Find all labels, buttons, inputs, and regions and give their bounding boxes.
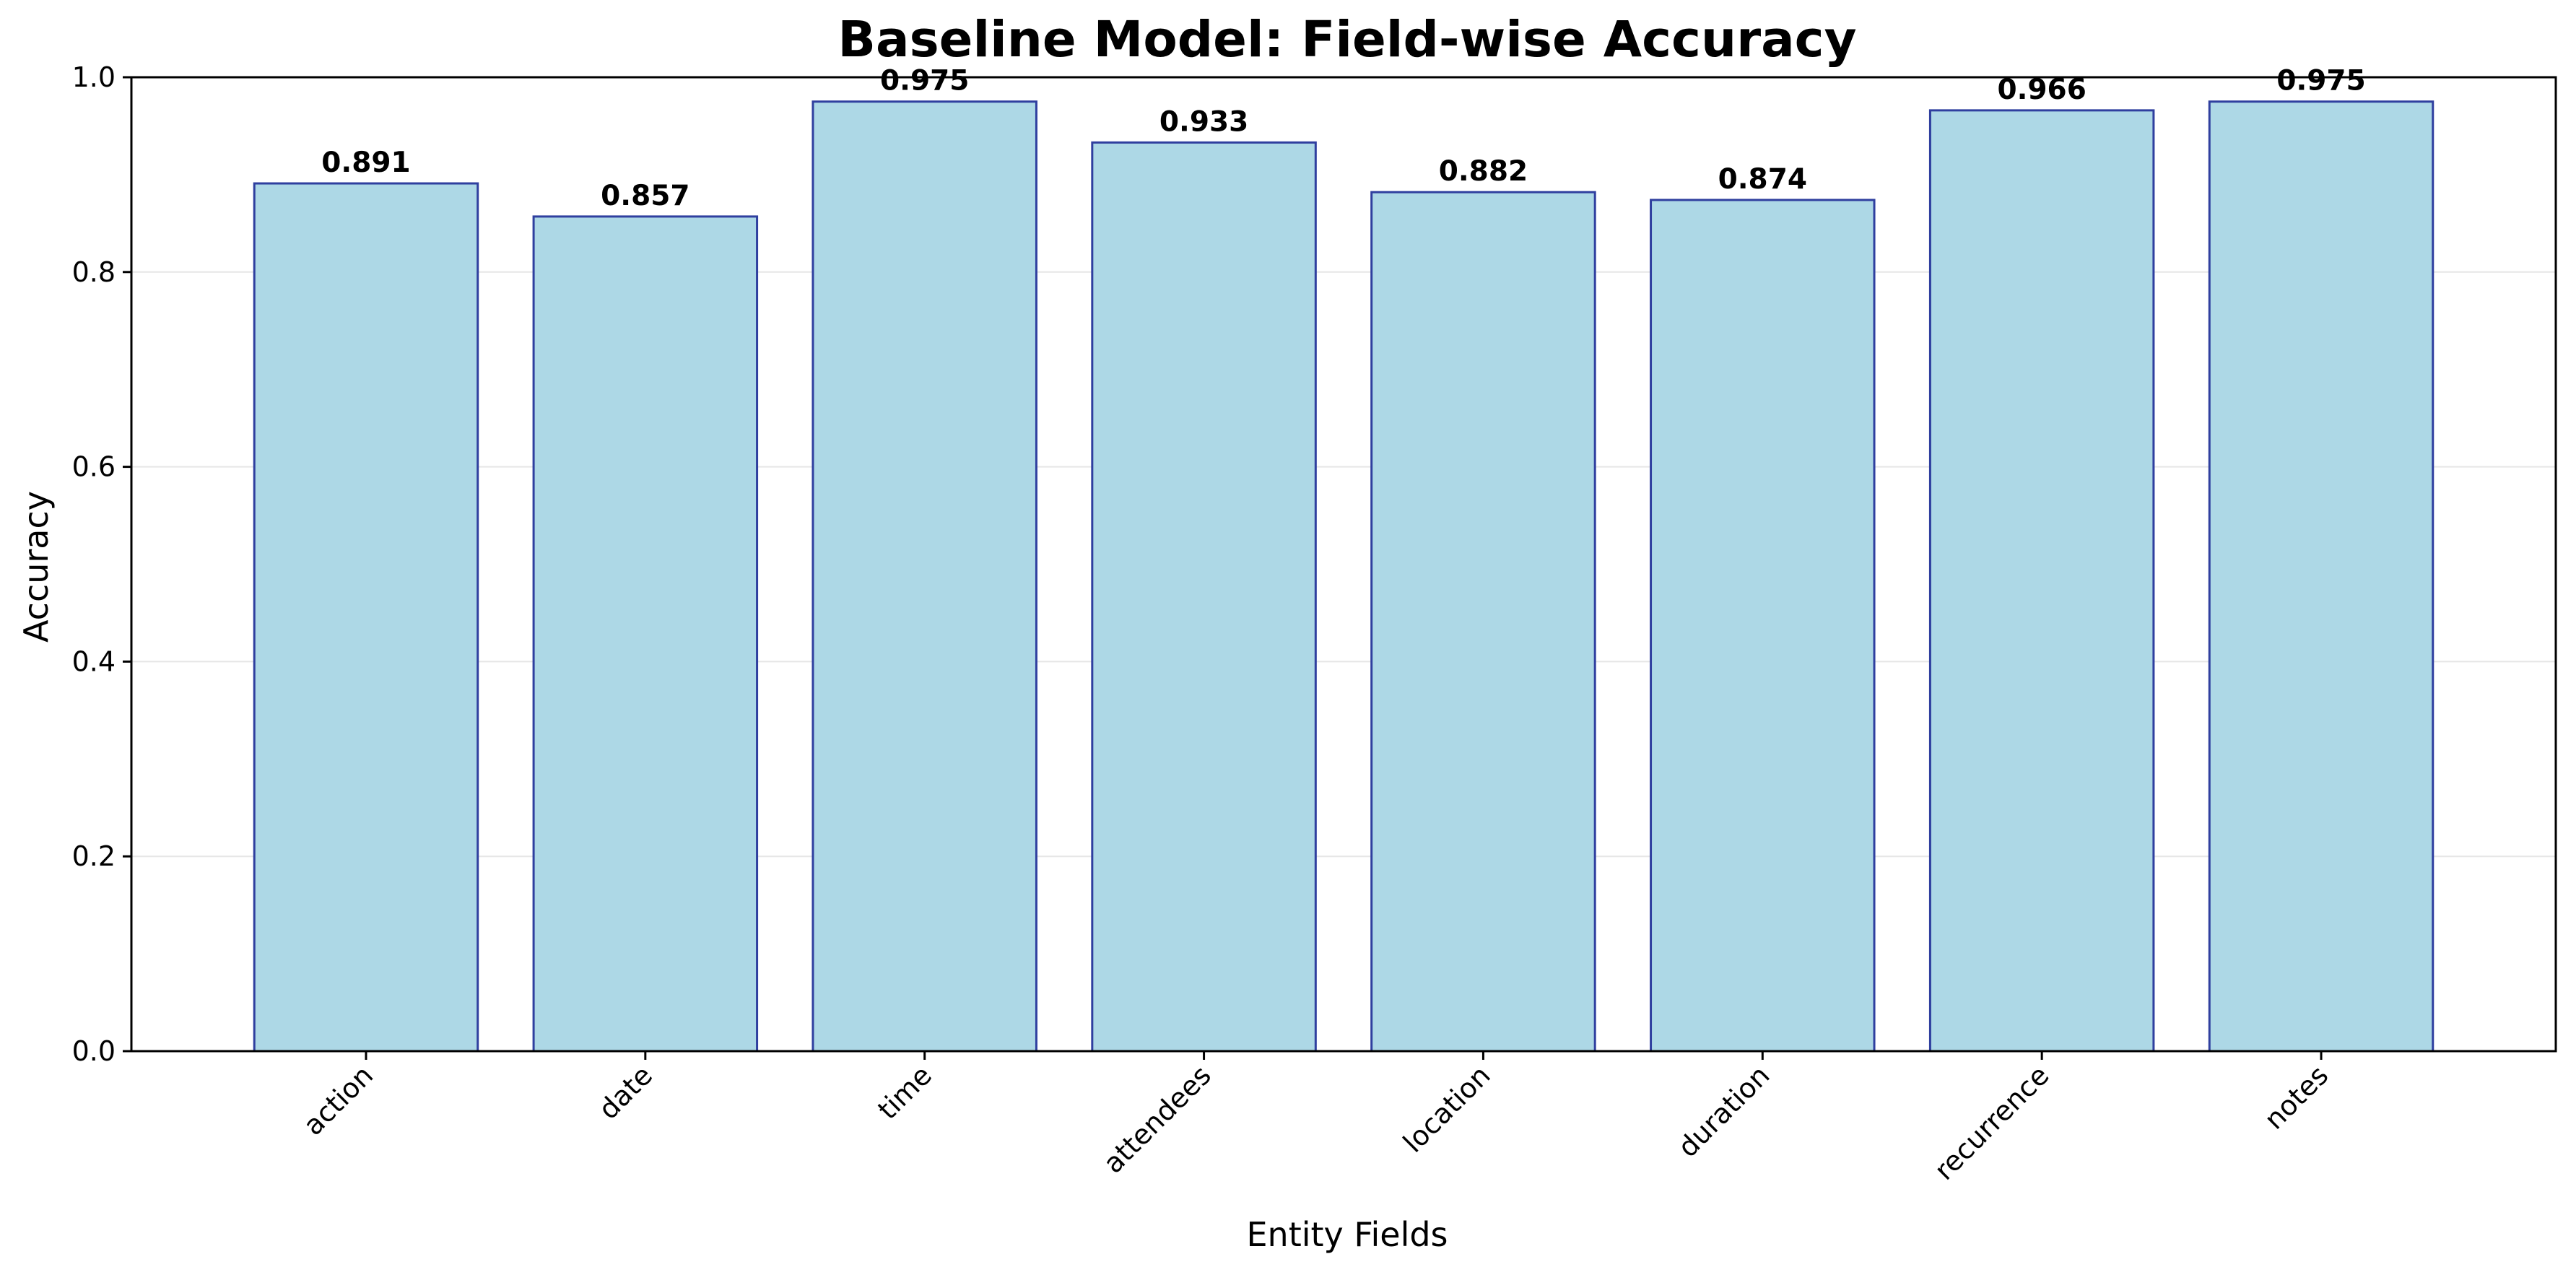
y-tick-label: 0.2 bbox=[72, 840, 116, 872]
y-tick-label: 0.4 bbox=[72, 645, 116, 677]
chart-title: Baseline Model: Field-wise Accuracy bbox=[837, 11, 1856, 69]
data-label-attendees: 0.933 bbox=[1159, 105, 1248, 138]
data-label-recurrence: 0.966 bbox=[1997, 74, 2086, 106]
bar-action bbox=[253, 182, 479, 1053]
y-tick-label: 0.6 bbox=[72, 451, 116, 483]
data-labels: 0.891 0.857 0.975 0.933 0.882 0.874 0.966 0.975 bbox=[321, 65, 2365, 212]
bar-location bbox=[1370, 191, 1596, 1053]
data-label-location: 0.882 bbox=[1439, 155, 1528, 188]
data-label-duration: 0.874 bbox=[1718, 163, 1807, 196]
y-tick-label: 0.8 bbox=[72, 256, 116, 288]
bar-time bbox=[811, 100, 1037, 1053]
bar-attendees bbox=[1091, 141, 1317, 1053]
axes bbox=[130, 76, 2557, 1053]
bar-date bbox=[532, 215, 759, 1053]
y-axis-label: Accuracy bbox=[17, 491, 56, 643]
y-ticks: 0.0 0.2 0.4 0.6 0.8 1.0 bbox=[72, 61, 131, 1067]
data-label-action: 0.891 bbox=[321, 147, 410, 179]
bars bbox=[253, 100, 2434, 1053]
data-label-date: 0.857 bbox=[601, 180, 689, 212]
y-tick-label: 1.0 bbox=[72, 61, 116, 93]
plot-frame bbox=[130, 76, 2557, 1053]
data-label-time: 0.975 bbox=[880, 65, 969, 97]
bar-recurrence bbox=[1928, 109, 2155, 1053]
bar-duration bbox=[1650, 199, 1876, 1053]
data-label-notes: 0.975 bbox=[2276, 65, 2365, 97]
x-axis-label: Entity Fields bbox=[1246, 1215, 1448, 1254]
y-tick-label: 0.0 bbox=[72, 1035, 116, 1067]
bar-notes bbox=[2208, 100, 2434, 1053]
